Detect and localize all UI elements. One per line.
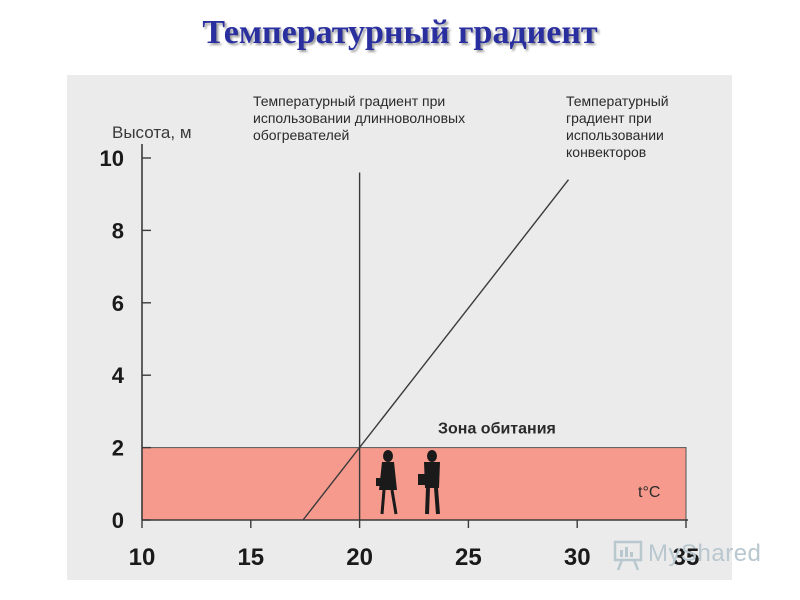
y-tick-label: 6 (112, 291, 124, 316)
watermark-text: MyShared (648, 540, 762, 567)
man-figure-icon (418, 450, 440, 515)
watermark: MyShared (612, 538, 772, 572)
y-tick-label: 4 (112, 363, 125, 388)
woman-figure-icon (376, 450, 398, 515)
habitation-zone (141, 447, 687, 521)
zone-label: Зона обитания (438, 421, 556, 438)
annotation-convectors: Температурный градиент при использовании ко… (566, 93, 669, 160)
x-tick-label: 25 (455, 544, 482, 571)
x-tick-label: 30 (564, 544, 591, 571)
y-tick-label: 2 (112, 436, 124, 461)
y-tick-label: 8 (112, 218, 124, 243)
y-tick-label: 10 (100, 146, 124, 171)
y-axis-title: Высота, м (112, 123, 192, 142)
series-convectors (302, 179, 570, 521)
y-tick-label: 0 (112, 508, 124, 533)
x-tick-label: 35 (673, 544, 700, 571)
annotation-longwave-heaters: Температурный градиент при использовании … (253, 93, 465, 143)
x-axis-unit: t°C (638, 484, 660, 501)
slide-title: Температурный градиент (202, 14, 598, 51)
x-tick-label: 10 (129, 544, 156, 571)
presentation-board-icon (613, 540, 643, 571)
x-tick-label: 15 (237, 544, 264, 571)
x-tick-label: 20 (346, 544, 373, 571)
